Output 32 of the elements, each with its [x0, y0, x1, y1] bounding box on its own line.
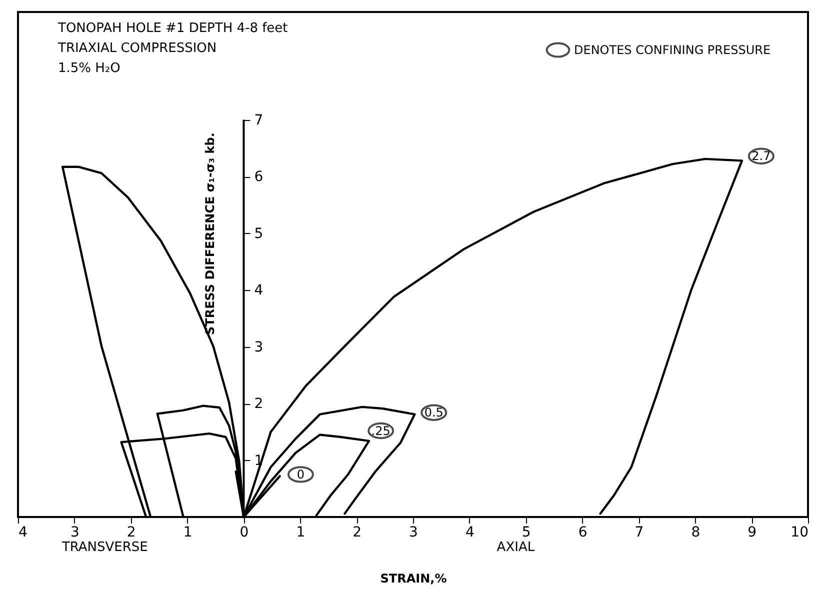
annotation: .25 — [371, 424, 390, 438]
x-tick-label: 4 — [465, 524, 474, 540]
x-tick-label: 5 — [522, 524, 531, 540]
x-tick-label: 6 — [578, 524, 588, 540]
x-tick-label: 8 — [691, 524, 700, 540]
y-tick-label: 3 — [254, 339, 264, 356]
annotation: 2.7 — [752, 149, 771, 164]
x-tick-label: 1 — [296, 524, 306, 540]
y-tick-label: 2 — [254, 396, 264, 412]
x-tick-label: 0 — [240, 524, 249, 540]
y-axis-title: STRESS DIFFERENCE σ₁-σ₃ kb. — [203, 132, 218, 335]
y-tick-label: 4 — [254, 282, 264, 299]
y-tick-label: 7 — [254, 112, 264, 128]
y-tick-label: 6 — [254, 169, 264, 186]
x-tick-label: 1 — [183, 524, 192, 540]
x-tick-label: 3 — [409, 524, 418, 540]
text: TONOPAH HOLE #1 DEPTH 4-8 feet — [57, 21, 288, 36]
x-tick-label: 3 — [70, 524, 80, 540]
x-tick-label: 4 — [18, 524, 28, 540]
x-tick-label: 9 — [748, 524, 757, 540]
text: TRANSVERSE — [60, 540, 148, 555]
text: AXIAL — [496, 540, 536, 555]
text: TRIAXIAL COMPRESSION 1.5% H₂O — [57, 41, 217, 76]
annotation: DENOTES CONFINING PRESSURE — [574, 43, 771, 57]
x-tick-label: 7 — [634, 524, 644, 540]
x-tick-label: 10 — [790, 524, 808, 540]
annotation: 0.5 — [424, 406, 444, 420]
y-tick-label: 5 — [254, 226, 264, 242]
x-tick-label: 2 — [126, 524, 136, 540]
x-tick-label: 2 — [352, 524, 362, 540]
x-axis-title: STRAIN,% — [380, 572, 447, 586]
annotation: 0 — [296, 467, 305, 482]
